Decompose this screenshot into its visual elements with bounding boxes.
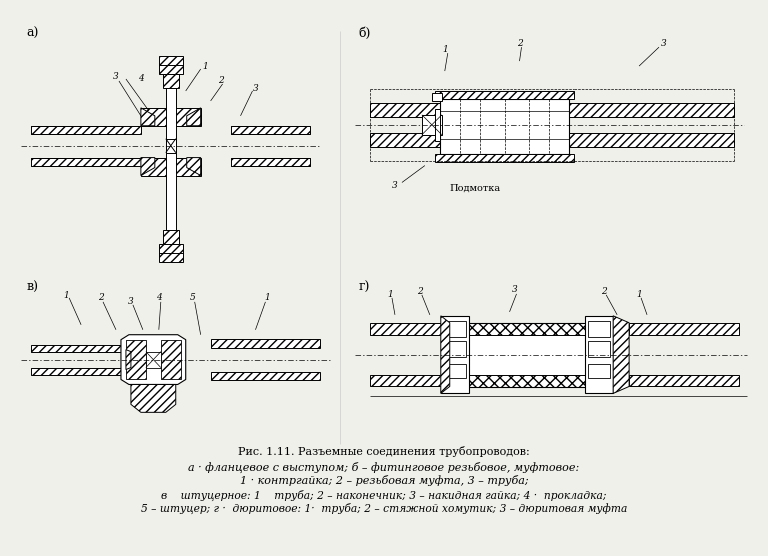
Text: 2: 2 [601,287,607,296]
Bar [370,103,445,117]
Bar [230,126,310,134]
Polygon shape [131,384,176,413]
Bar [370,375,450,386]
Polygon shape [121,335,186,384]
Bar [422,115,442,135]
Bar [210,339,320,348]
Bar [159,56,183,74]
Bar [126,340,146,380]
Bar [444,321,465,337]
Bar [432,93,442,101]
Bar [141,108,200,126]
Text: 2: 2 [517,39,522,48]
Polygon shape [187,157,200,176]
Bar [435,109,440,141]
Bar [31,157,141,166]
Text: 2: 2 [417,287,422,296]
Text: г): г) [358,281,369,295]
Bar [444,341,465,356]
Text: 4: 4 [156,294,162,302]
Text: а · фланцевое с выступом; б – фитинговое резьбовое, муфтовое:: а · фланцевое с выступом; б – фитинговое… [188,461,580,473]
Bar [146,351,161,368]
Bar [31,345,131,351]
Text: 5: 5 [190,294,196,302]
Bar [210,371,320,380]
Text: 3: 3 [392,181,398,190]
Bar [31,368,131,375]
Bar [588,321,611,337]
Text: 1: 1 [636,290,642,300]
Bar [141,157,200,176]
Text: Рис. 1.11. Разъемные соединения трубопроводов:: Рис. 1.11. Разъемные соединения трубопро… [238,445,530,456]
Bar [629,323,739,335]
Text: 1: 1 [203,62,209,71]
Polygon shape [141,157,155,176]
Bar [370,323,450,335]
Text: 3: 3 [113,72,119,81]
Text: 3: 3 [128,297,134,306]
Text: 3: 3 [661,39,667,48]
Text: 5 – штуцер; г ·  дюритовое: 1·  труба; 2 – стяжной хомутик; 3 – дюритовая муфта: 5 – штуцер; г · дюритовое: 1· труба; 2 –… [141,503,627,514]
Text: 2: 2 [217,77,223,86]
Polygon shape [613,316,629,394]
Bar [166,76,176,242]
Text: 1: 1 [442,44,448,53]
Text: 2: 2 [98,294,104,302]
Bar [440,99,569,153]
Polygon shape [441,316,450,394]
Bar [435,153,574,162]
Bar [370,133,445,147]
Bar [31,126,141,134]
Bar [588,341,611,356]
Text: в    штуцерное: 1    труба; 2 – наконечник; 3 – накидная гайка; 4 ·  прокладка;: в штуцерное: 1 труба; 2 – наконечник; 3 … [161,489,607,500]
Text: 4: 4 [138,75,144,83]
Text: 3: 3 [511,285,518,295]
Bar [588,364,611,378]
Text: 1 · контргайка; 2 – резьбовая муфта, 3 – труба;: 1 · контргайка; 2 – резьбовая муфта, 3 –… [240,475,528,486]
Bar [444,364,465,378]
Bar [585,316,613,394]
Bar [161,340,180,380]
Text: б): б) [358,27,370,39]
Polygon shape [187,108,200,126]
Text: 1: 1 [264,294,270,302]
Text: 1: 1 [63,291,69,300]
Bar [230,157,310,166]
Bar [159,244,183,262]
Bar [629,375,739,386]
Bar [166,138,176,153]
Text: 3: 3 [253,85,258,93]
Bar [445,335,609,375]
Text: Подмотка: Подмотка [450,184,501,193]
Text: 1: 1 [387,290,393,300]
Bar [564,133,733,147]
Bar [163,230,179,244]
Bar [441,316,468,394]
Polygon shape [141,108,155,126]
Text: а): а) [26,27,38,39]
Bar [163,74,179,88]
Polygon shape [126,350,131,370]
Bar [564,103,733,117]
Bar [445,323,609,388]
Bar [435,91,574,99]
Text: в): в) [26,281,38,295]
